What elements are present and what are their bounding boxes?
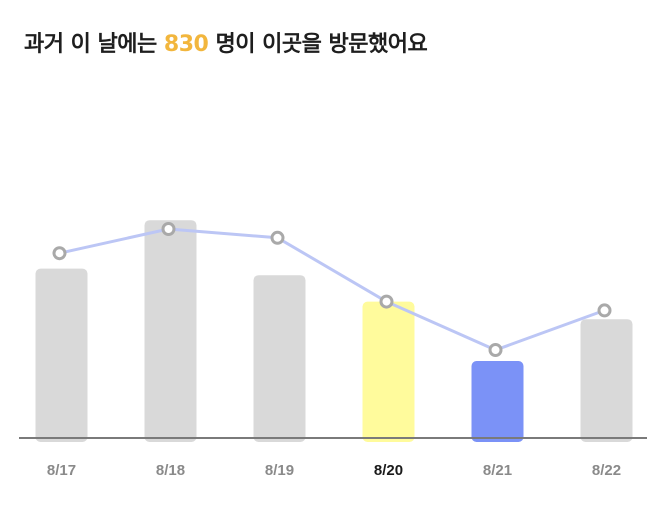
x-tick-label[interactable]: 8/19 <box>265 462 294 479</box>
x-tick-label[interactable]: 8/17 <box>47 462 76 479</box>
x-tick-label[interactable]: 8/21 <box>483 462 512 479</box>
trend-point-8-20 <box>379 294 394 309</box>
bar-8-22 <box>580 319 633 442</box>
x-tick-label[interactable]: 8/18 <box>156 462 185 479</box>
bar-8-19 <box>253 275 306 442</box>
bar-8-18 <box>144 220 197 442</box>
x-tick-label[interactable]: 8/22 <box>592 462 621 479</box>
title-prefix: 과거 이 날에는 <box>24 32 164 57</box>
bar-8-21 <box>471 361 524 442</box>
page-title: 과거 이 날에는 830 명이 이곳을 방문했어요 <box>24 26 428 58</box>
trend-line <box>59 227 606 352</box>
trend-point-8-18 <box>161 222 176 236</box>
visitor-count: 830 <box>163 32 209 57</box>
trend-point-8-21 <box>488 343 503 357</box>
trend-point-8-17 <box>52 246 67 261</box>
x-tick-label[interactable]: 8/20 <box>374 462 403 479</box>
trend-point-8-22 <box>597 303 612 318</box>
bar-8-20 <box>362 301 415 442</box>
title-suffix: 명이 이곳을 방문했어요 <box>208 32 428 57</box>
bar-8-17 <box>35 268 88 442</box>
trend-point-8-19 <box>270 230 285 245</box>
